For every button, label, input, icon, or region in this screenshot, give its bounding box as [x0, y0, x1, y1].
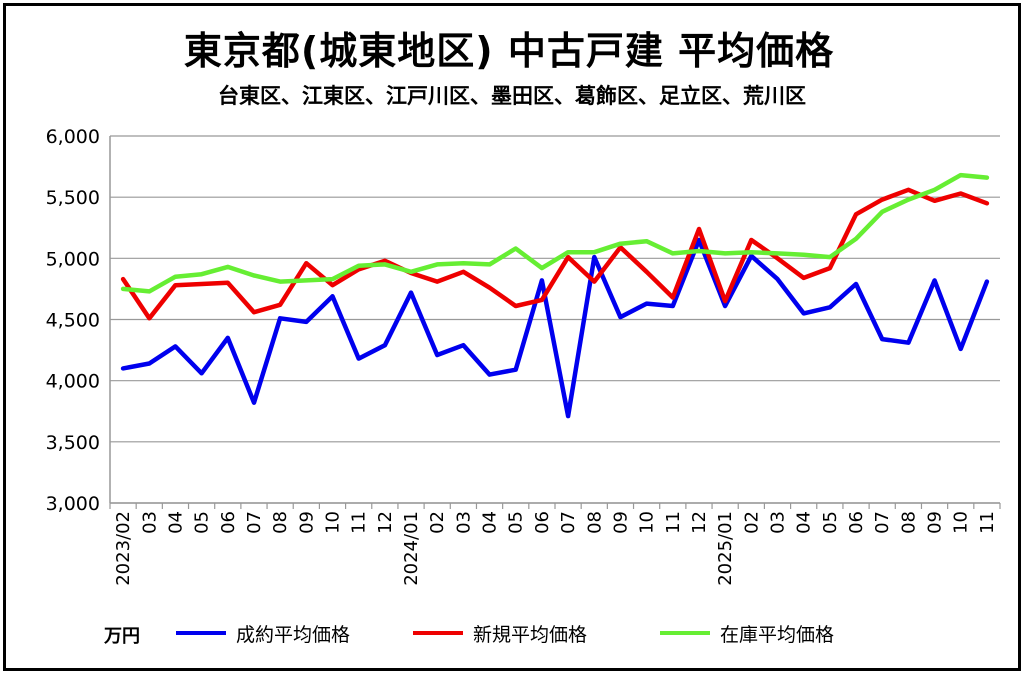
x-tick-label: 03 — [453, 511, 474, 534]
y-tick-label: 5,500 — [46, 187, 100, 209]
axis-layer: 3,000 3,500 4,000 4,500 5,000 5,500 6,000 2023/… — [46, 126, 1001, 586]
x-tick-label: 12 — [689, 511, 710, 534]
x-tick-label: 11 — [663, 511, 684, 534]
grid-layer — [110, 135, 1000, 504]
legend-label-new: 新規平均価格 — [473, 623, 588, 646]
legend-item-new: 新規平均価格 — [413, 620, 587, 646]
x-tick-label: 04 — [165, 511, 186, 534]
chart-title: 東京都(城東地区) 中古戸建 平均価格 — [183, 29, 835, 73]
x-tick-label: 03 — [139, 511, 160, 534]
x-tick-label: 03 — [768, 511, 789, 534]
x-tick-label: 11 — [349, 511, 370, 534]
legend-item-stock: 在庫平均価格 — [660, 620, 834, 646]
legend-swatch-contract — [176, 631, 226, 635]
x-tick-label: 12 — [375, 511, 396, 534]
series-line-contract — [120, 237, 990, 419]
x-tick-label: 08 — [270, 511, 291, 534]
legend-label-contract: 成約平均価格 — [236, 623, 351, 646]
x-tick-label: 09 — [296, 511, 317, 534]
x-tick-label: 06 — [532, 511, 553, 534]
x-tick-label: 04 — [794, 511, 815, 534]
y-tick-label: 3,000 — [46, 493, 100, 515]
x-tick-label: 05 — [506, 511, 527, 534]
x-tick-label: 07 — [244, 511, 265, 534]
x-tick-label: 06 — [218, 511, 239, 534]
x-tick-label: 04 — [480, 511, 501, 534]
x-tick-label: 07 — [872, 511, 893, 534]
x-tick-label: 11 — [977, 511, 998, 534]
series-line-new — [120, 187, 990, 321]
legend-label-stock: 在庫平均価格 — [720, 623, 835, 646]
chart-frame — [3, 3, 1021, 671]
x-tick-label: 09 — [925, 511, 946, 534]
x-tick-label: 06 — [846, 511, 867, 534]
legend-swatch-stock — [660, 631, 710, 635]
y-tick-label: 5,000 — [46, 248, 100, 270]
y-tick-label: 6,000 — [46, 126, 100, 148]
x-tick-label: 2024/01 — [401, 511, 422, 586]
x-tick-label: 10 — [323, 511, 344, 534]
y-tick-label: 4,000 — [46, 371, 100, 393]
x-tick-label: 10 — [637, 511, 658, 534]
x-tick-label: 2023/02 — [113, 511, 134, 586]
x-tick-label: 10 — [951, 511, 972, 534]
chart-subtitle: 台東区、江東区、江戸川区、墨田区、葛飾区、足立区、荒川区 — [218, 84, 806, 108]
x-tick-label: 07 — [558, 511, 579, 534]
series-line-stock — [120, 172, 990, 294]
legend-swatch-new — [413, 631, 463, 635]
x-tick-label: 02 — [741, 511, 762, 534]
x-tick-label: 05 — [192, 511, 213, 534]
x-tick-label: 02 — [427, 511, 448, 534]
x-tick-label: 08 — [898, 511, 919, 534]
y-tick-label: 3,500 — [46, 432, 100, 454]
legend-item-contract: 成約平均価格 — [176, 620, 350, 646]
unit-label: 万円 — [104, 626, 140, 647]
x-tick-label: 08 — [584, 511, 605, 534]
series-layer — [120, 172, 990, 419]
x-tick-label: 2025/01 — [715, 511, 736, 586]
x-tick-label: 09 — [610, 511, 631, 534]
x-tick-label: 05 — [820, 511, 841, 534]
y-tick-label: 4,500 — [46, 310, 100, 332]
